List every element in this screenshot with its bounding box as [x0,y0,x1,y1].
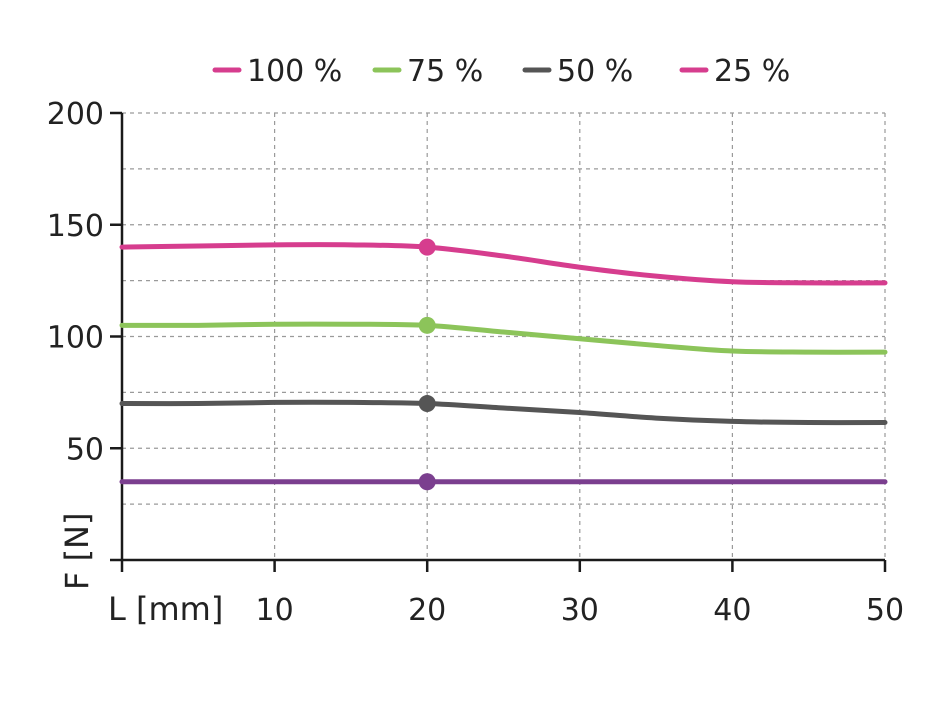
x-axis-title: L [mm] [108,590,223,628]
x-tick-label: 40 [713,593,751,628]
x-tick-label: 30 [561,593,599,628]
series-marker-2 [418,316,436,334]
legend-label-1: 100 % [247,54,342,89]
series-markers [418,238,436,491]
y-axis-title: F [N] [58,513,96,590]
x-tick-label: 50 [866,593,904,628]
y-tick-label: 150 [47,209,104,244]
series-line-1 [119,242,888,286]
series-marker-3 [418,395,436,413]
x-tick-label: 20 [408,593,446,628]
series-marker-1 [418,238,436,256]
series-marker-4 [418,473,436,491]
y-tick-label: 50 [66,432,104,467]
legend-label-4: 25 % [714,54,790,89]
series-lines [119,242,888,485]
legend-label-2: 75 % [407,54,483,89]
legend: 100 % 75 % 50 % 25 % [212,54,790,89]
axes [110,111,887,572]
series-line-2 [119,321,888,355]
tick-labels: 50 100 150 200 10 20 30 40 50 [47,97,904,628]
legend-label-3: 50 % [557,54,633,89]
y-tick-label: 200 [47,97,104,132]
grid [122,112,886,560]
series-line-3 [119,399,888,426]
x-tick-label: 10 [256,593,294,628]
y-tick-label: 100 [47,321,104,356]
